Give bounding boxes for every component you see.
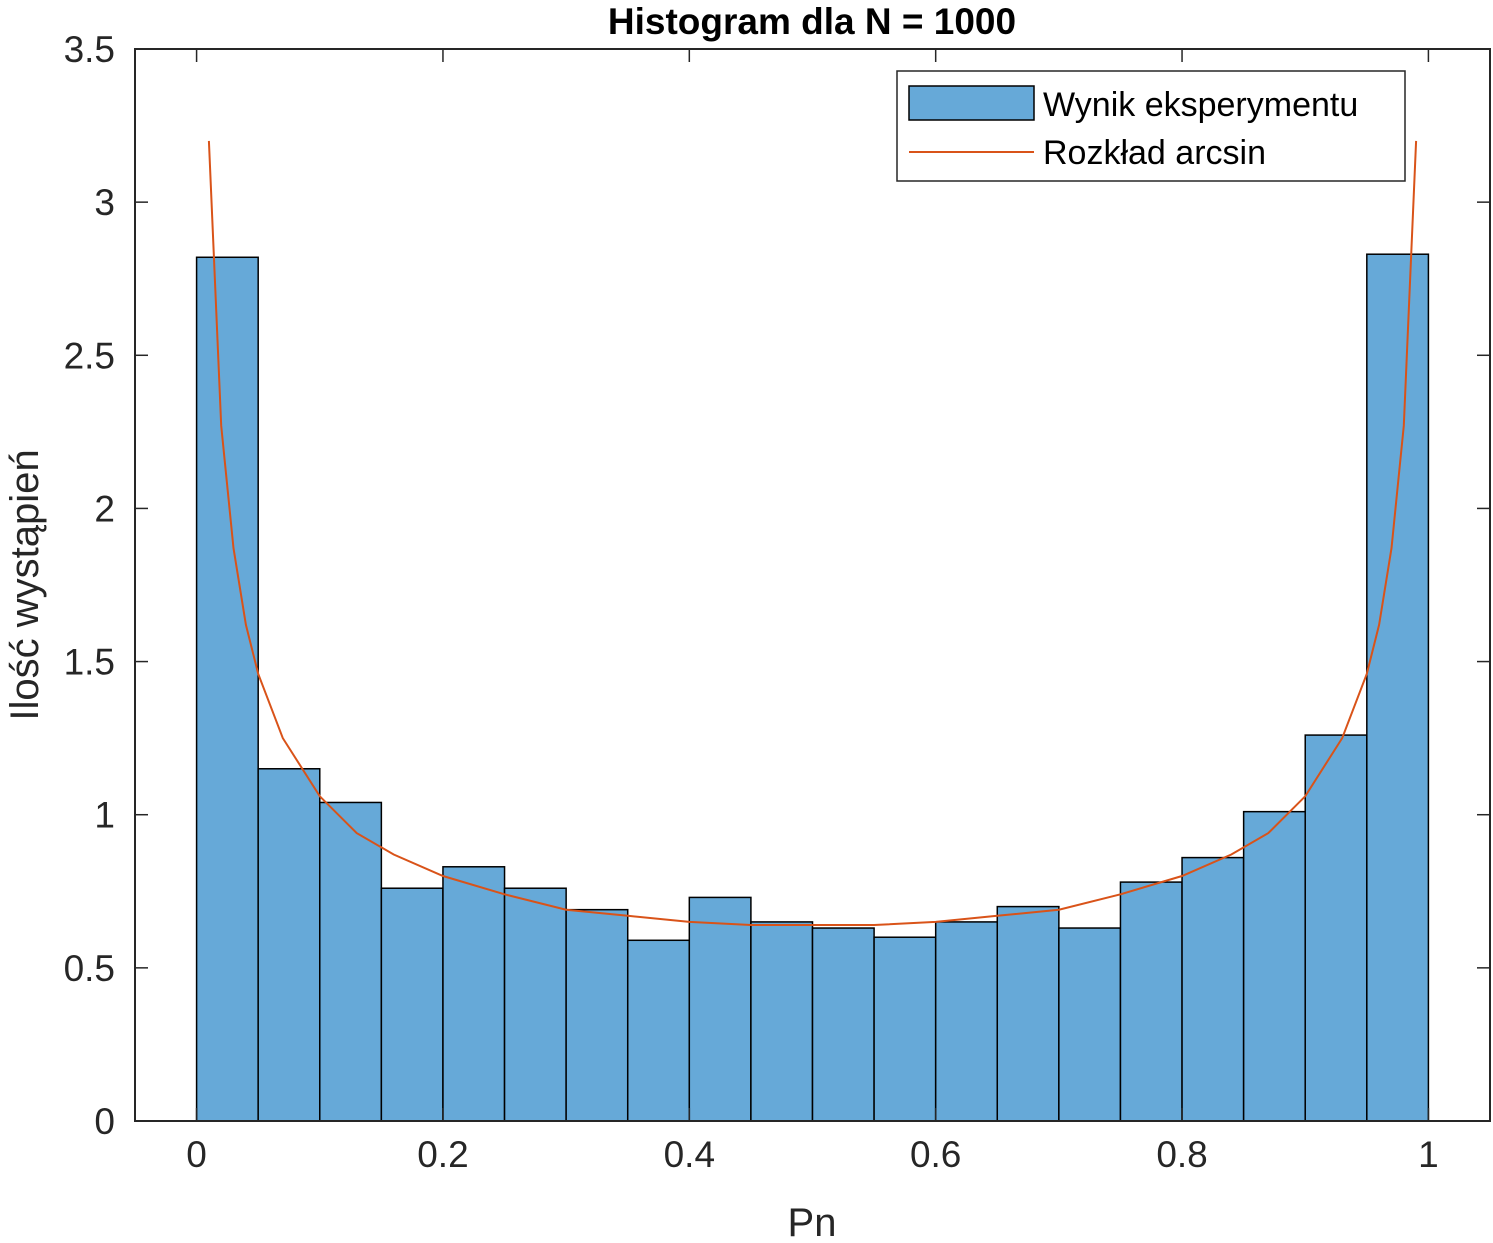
histogram-bar [688, 896, 752, 1122]
x-tick-label: 0.6 [910, 1134, 961, 1175]
y-tick-label: 3.5 [64, 29, 115, 70]
histogram-bar [1304, 734, 1368, 1122]
y-tick-label: 0.5 [64, 948, 115, 989]
histogram-bar [503, 887, 567, 1122]
x-tick-label: 0.8 [1156, 1134, 1207, 1175]
legend-label-histogram: Wynik eksperymentu [1043, 86, 1358, 124]
histogram-bar [257, 768, 321, 1122]
histogram-bar [442, 866, 506, 1122]
x-tick-label: 1 [1418, 1134, 1439, 1175]
histogram-bars [195, 253, 1430, 1122]
histogram-bar [565, 908, 629, 1122]
plot-frame [134, 48, 1491, 1122]
histogram-bar [1242, 810, 1306, 1122]
histogram-bar [934, 921, 999, 1122]
histogram-bar [380, 887, 444, 1122]
y-tick-labels: 0 0.5 1 1.5 2 2.5 3 3.5 [64, 29, 115, 1142]
x-tick-label: 0 [186, 1134, 207, 1175]
y-axis-label: Ilość wystąpień [3, 449, 47, 720]
y-tick-label: 2.5 [64, 335, 115, 376]
y-tick-label: 3 [94, 182, 115, 223]
axis-ticks [135, 48, 1490, 1122]
legend-swatch-histogram [908, 85, 1035, 121]
legend-label-arcsin: Rozkład arcsin [1043, 134, 1266, 172]
chart-title: Histogram dla N = 1000 [608, 1, 1016, 42]
y-tick-label: 1.5 [64, 642, 115, 683]
histogram-bar [1119, 881, 1183, 1122]
x-tick-label: 0.4 [664, 1134, 715, 1175]
legend: Wynik eksperymentu Rozkład arcsin [896, 70, 1406, 182]
histogram-bar [996, 905, 1060, 1122]
y-tick-label: 1 [94, 795, 115, 836]
histogram-bar [319, 801, 383, 1122]
histogram-bar [1366, 253, 1430, 1122]
y-tick-label: 2 [94, 488, 115, 529]
histogram-bar [195, 256, 259, 1122]
x-tick-label: 0.2 [417, 1134, 468, 1175]
x-axis-label: Pn [788, 1201, 837, 1243]
histogram-bar [750, 921, 814, 1122]
histogram-bar [873, 936, 937, 1122]
arcsin-curve [207, 140, 1418, 926]
histogram-bar [1058, 927, 1122, 1122]
x-tick-labels: 0 0.2 0.4 0.6 0.8 1 [186, 1134, 1438, 1175]
histogram-bar [811, 927, 875, 1122]
y-tick-label: 0 [94, 1101, 115, 1142]
histogram-bar [626, 939, 691, 1122]
histogram-bar [1181, 856, 1245, 1122]
